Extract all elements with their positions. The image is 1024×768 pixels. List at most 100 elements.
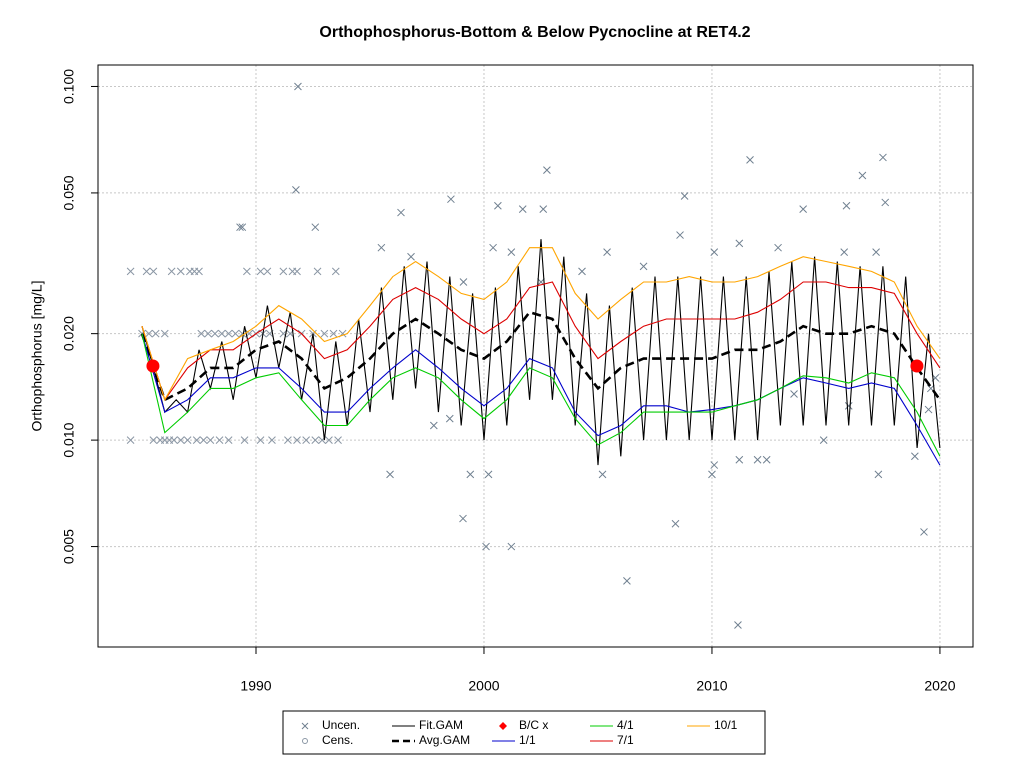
data-point bbox=[263, 267, 272, 276]
legend-label: Uncen. bbox=[322, 718, 360, 732]
trend-line bbox=[141, 239, 941, 466]
y-tick-label: 0.100 bbox=[61, 69, 77, 104]
data-point bbox=[302, 436, 311, 444]
bc-point bbox=[146, 359, 160, 373]
data-point bbox=[176, 436, 185, 444]
data-point bbox=[217, 329, 226, 338]
data-point bbox=[598, 470, 607, 479]
data-point bbox=[603, 248, 611, 257]
y-tick-label: 0.020 bbox=[61, 316, 77, 351]
data-point bbox=[331, 267, 340, 276]
data-point bbox=[204, 329, 212, 338]
data-point bbox=[671, 519, 680, 528]
data-point bbox=[924, 405, 933, 414]
trend-line bbox=[141, 333, 941, 457]
data-point bbox=[386, 470, 394, 479]
data-point bbox=[176, 267, 185, 276]
data-point bbox=[224, 436, 233, 444]
data-point bbox=[507, 542, 516, 551]
legend-label: 1/1 bbox=[519, 733, 536, 747]
x-tick-label: 2020 bbox=[924, 678, 955, 694]
data-point bbox=[445, 414, 454, 423]
data-point bbox=[224, 329, 233, 338]
data-point bbox=[313, 267, 322, 276]
data-point bbox=[149, 436, 158, 444]
data-point bbox=[459, 514, 467, 523]
legend-symbol bbox=[499, 722, 507, 730]
data-point bbox=[236, 223, 244, 232]
y-tick-label: 0.050 bbox=[61, 175, 77, 210]
legend-symbol bbox=[302, 738, 308, 744]
data-point bbox=[844, 401, 853, 410]
data-point bbox=[238, 223, 247, 232]
data-point bbox=[292, 186, 300, 194]
data-point bbox=[215, 436, 224, 444]
y-axis-label: Orthophosphorus [mg/L] bbox=[29, 281, 45, 432]
data-point bbox=[293, 436, 301, 444]
trend-line bbox=[141, 281, 941, 402]
data-point bbox=[879, 153, 887, 162]
data-point bbox=[774, 243, 782, 252]
data-point bbox=[494, 201, 502, 210]
data-point bbox=[170, 436, 178, 444]
bc-point bbox=[910, 359, 924, 373]
data-point bbox=[623, 576, 631, 585]
data-point bbox=[874, 470, 883, 479]
legend-label: 10/1 bbox=[714, 718, 738, 732]
data-point bbox=[489, 243, 497, 252]
y-tick-label: 0.010 bbox=[61, 422, 77, 457]
data-point bbox=[708, 470, 716, 479]
data-point bbox=[753, 455, 762, 464]
data-point bbox=[206, 436, 215, 444]
data-point bbox=[819, 436, 828, 444]
plot-frame bbox=[97, 64, 974, 648]
data-point bbox=[151, 329, 160, 338]
data-point bbox=[126, 267, 135, 276]
data-point bbox=[482, 542, 490, 551]
data-point bbox=[243, 267, 251, 276]
data-point bbox=[762, 455, 771, 464]
data-point bbox=[466, 470, 475, 479]
data-point bbox=[872, 248, 880, 257]
data-point bbox=[407, 252, 415, 261]
data-point bbox=[240, 436, 249, 444]
data-point bbox=[429, 421, 438, 430]
data-point bbox=[710, 461, 719, 469]
data-point bbox=[799, 205, 808, 213]
legend-label: 7/1 bbox=[617, 733, 634, 747]
data-point bbox=[284, 436, 292, 444]
data-point bbox=[294, 82, 302, 91]
data-point bbox=[710, 248, 719, 257]
data-point bbox=[539, 205, 548, 213]
legend-label: Fit.GAM bbox=[419, 718, 463, 732]
data-point bbox=[447, 195, 455, 204]
data-point bbox=[311, 436, 320, 444]
legend-label: Avg.GAM bbox=[419, 733, 470, 747]
data-point bbox=[311, 223, 320, 232]
plot-area bbox=[126, 82, 941, 629]
legend-label: B/C x bbox=[519, 718, 548, 732]
data-point bbox=[507, 248, 516, 257]
data-point bbox=[197, 329, 206, 338]
trend-line bbox=[140, 310, 941, 402]
data-point bbox=[279, 267, 288, 276]
data-point bbox=[256, 267, 265, 276]
data-point bbox=[639, 262, 648, 271]
trend-line bbox=[141, 333, 941, 466]
legend-label: 4/1 bbox=[617, 718, 634, 732]
data-point bbox=[858, 171, 867, 180]
data-point bbox=[746, 156, 754, 164]
data-point bbox=[459, 278, 468, 286]
data-point bbox=[160, 329, 169, 338]
data-point bbox=[676, 231, 684, 239]
data-point bbox=[543, 166, 551, 174]
data-point bbox=[735, 239, 744, 248]
data-point bbox=[211, 329, 219, 338]
trend-line bbox=[141, 247, 941, 402]
data-point bbox=[734, 621, 742, 629]
chart-title: Orthophosphorus-Bottom & Below Pycnoclin… bbox=[319, 24, 750, 41]
x-tick-label: 2000 bbox=[468, 678, 499, 694]
data-point bbox=[231, 329, 240, 338]
data-point bbox=[238, 329, 247, 338]
